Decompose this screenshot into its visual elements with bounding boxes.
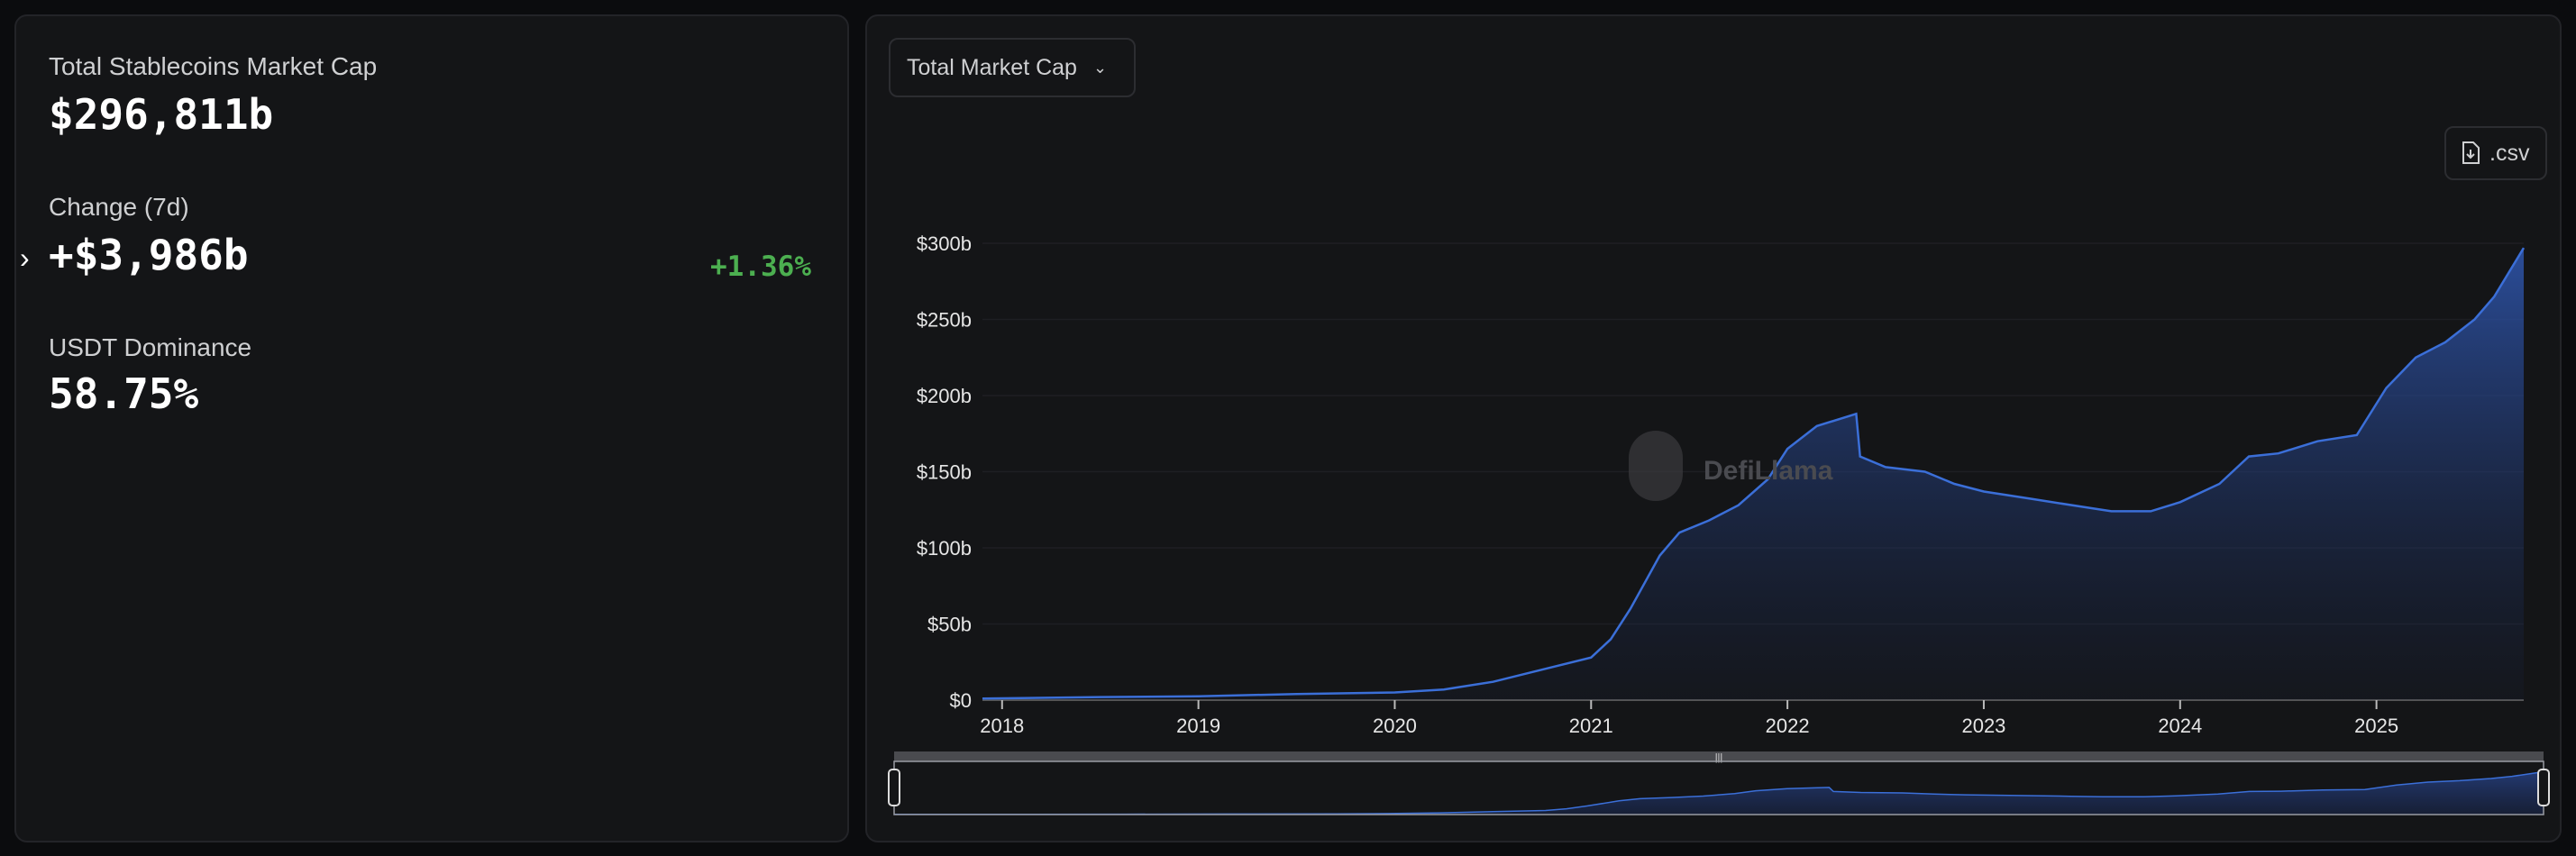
change-7d-percent: +1.36% bbox=[710, 250, 811, 283]
area-fill bbox=[982, 248, 2524, 700]
change-7d-value: +$3,986b bbox=[49, 231, 249, 279]
x-tick-label: 2021 bbox=[1569, 715, 1613, 737]
y-tick-label: $100b bbox=[917, 537, 972, 560]
mini-line bbox=[893, 770, 2544, 815]
file-download-icon bbox=[2462, 141, 2480, 164]
series-line bbox=[982, 247, 2526, 700]
slider-track[interactable] bbox=[894, 751, 2544, 761]
dropdown-label: Total Market Cap bbox=[907, 54, 1077, 80]
x-tick-label: 2018 bbox=[980, 715, 1024, 737]
change-7d-label: Change (7d) bbox=[49, 193, 189, 221]
slider-handle[interactable] bbox=[888, 769, 900, 806]
chevron-right-icon[interactable]: › bbox=[20, 241, 30, 274]
slider-grip-icon: ||| bbox=[1715, 752, 1723, 763]
x-tick-label: 2022 bbox=[1766, 715, 1810, 737]
chart-panel: $0 $50b $100b $150b $200b $250b $300b 2018 2019 2… bbox=[865, 14, 2562, 842]
x-tick-label: 2025 bbox=[2354, 715, 2398, 737]
y-tick-label: $200b bbox=[917, 385, 972, 407]
y-tick-label: $50b bbox=[927, 614, 972, 636]
usdt-dominance-value: 58.75% bbox=[49, 369, 199, 418]
y-tick-label: $250b bbox=[917, 309, 972, 332]
download-csv-button[interactable]: .csv bbox=[2444, 126, 2547, 180]
y-tick-label: $150b bbox=[917, 461, 972, 484]
x-tick-label: 2019 bbox=[1176, 715, 1220, 737]
total-market-cap-label: Total Stablecoins Market Cap bbox=[49, 52, 378, 80]
chevron-down-icon: ⌄ bbox=[1092, 58, 1108, 77]
x-tick-label: 2023 bbox=[1961, 715, 2005, 737]
mini-area bbox=[894, 771, 2544, 815]
y-tick-label: $0 bbox=[950, 689, 972, 712]
chart-type-dropdown[interactable]: Total Market Cap ⌄ bbox=[889, 38, 1136, 97]
slider-handle[interactable] bbox=[2537, 769, 2550, 806]
market-cap-chart: $0 $50b $100b $150b $200b $250b $300b 2018 2019 2… bbox=[888, 232, 2550, 815]
x-tick-label: 2020 bbox=[1373, 715, 1417, 737]
summary-panel: Total Stablecoins Market Cap $296,811b C… bbox=[14, 14, 849, 842]
y-tick-label: $300b bbox=[917, 232, 972, 255]
usdt-dominance-label: USDT Dominance bbox=[49, 333, 252, 361]
total-market-cap-value: $296,811b bbox=[49, 90, 274, 139]
defillama-logo-icon bbox=[1629, 431, 1683, 501]
csv-label: .csv bbox=[2489, 140, 2530, 166]
x-tick-label: 2024 bbox=[2158, 715, 2202, 737]
watermark: DefiLlama bbox=[1704, 456, 1833, 486]
